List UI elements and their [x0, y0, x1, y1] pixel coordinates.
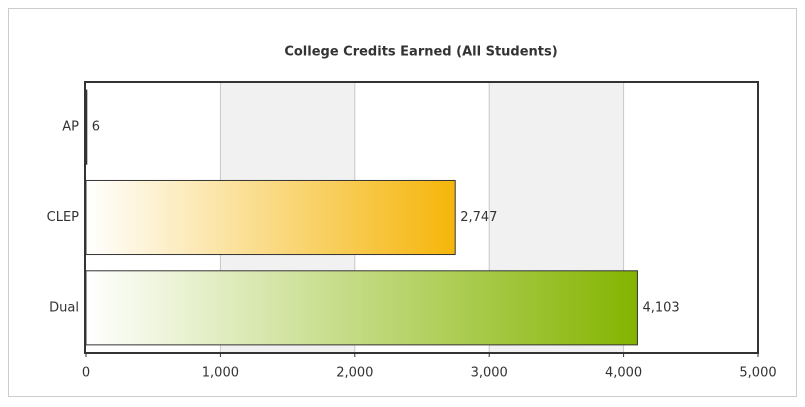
value-label: 4,103: [642, 300, 679, 315]
y-tick-label: Dual: [49, 300, 79, 315]
plot-border: [84, 81, 759, 354]
x-tick-label: 3,000: [471, 366, 508, 381]
bar: [85, 89, 88, 165]
y-tick-label: AP: [62, 120, 79, 135]
value-label: 2,747: [460, 210, 497, 225]
x-tick-label: 2,000: [336, 366, 373, 381]
bar: [85, 179, 456, 256]
x-tick-label: 0: [82, 366, 90, 381]
x-tick-label: 4,000: [605, 366, 642, 381]
chart-title: College Credits Earned (All Students): [284, 45, 557, 60]
y-tick-label: CLEP: [47, 210, 80, 225]
x-tick-label: 1,000: [202, 366, 239, 381]
value-label: 6: [92, 120, 100, 135]
bar: [85, 270, 638, 346]
x-tick-label: 5,000: [739, 366, 776, 381]
